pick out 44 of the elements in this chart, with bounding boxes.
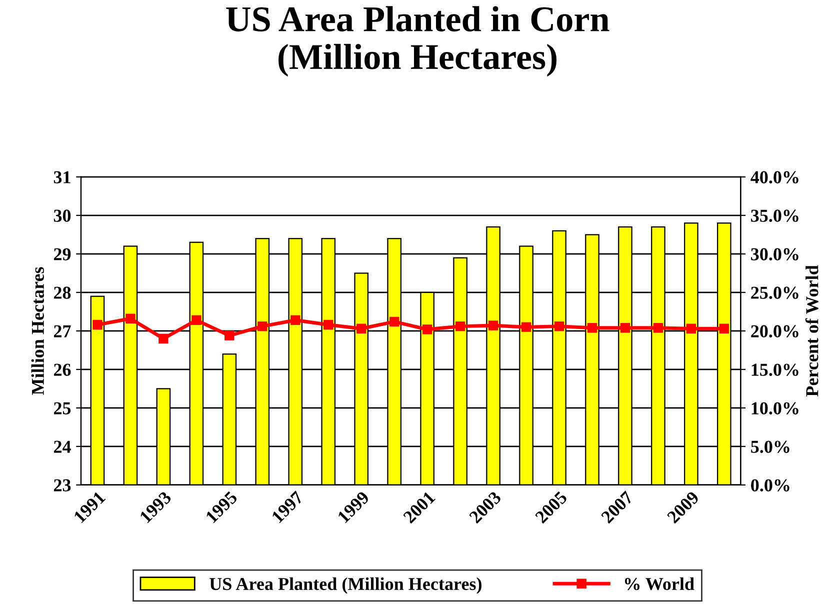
point: [455, 321, 466, 332]
point: [422, 324, 432, 334]
y2-tick-label: 10.0%: [752, 402, 798, 414]
point: [324, 320, 334, 330]
chart-title: US Area Planted in Corn (Million Hectares): [226, 6, 610, 77]
legend-label: US Area Planted (Million Hectares): [210, 577, 482, 594]
point: [587, 322, 598, 333]
y2-axis-title: Percent of World: [805, 265, 818, 396]
point: [126, 314, 136, 324]
y2-tick-label: 35.0%: [751, 210, 798, 222]
legend-label: % World: [624, 577, 694, 590]
y-tick-label: 31: [54, 171, 70, 184]
point: [92, 320, 102, 330]
point: [356, 324, 366, 334]
y2-tick-label: 0.0%: [751, 479, 790, 492]
y-tick-label: 28: [54, 286, 71, 299]
y-tick-label: 30: [54, 210, 71, 222]
point: [389, 316, 400, 327]
point: [290, 315, 300, 326]
y-tick-label: 24: [54, 440, 71, 453]
y2-tick-label: 30.0%: [751, 248, 798, 260]
y2-tick-label: 20.0%: [751, 325, 798, 338]
y-tick-label: 23: [54, 479, 71, 492]
point: [719, 324, 730, 334]
y2-tick-label: 15.0%: [752, 364, 798, 376]
y-tick-label: 26: [54, 364, 71, 376]
point: [158, 334, 168, 344]
y-tick-label: 29: [54, 248, 71, 260]
y2-tick-label: 40.0%: [750, 171, 798, 184]
y-axis-title: Million Hectares: [31, 267, 44, 395]
y-tick-label: 27: [54, 325, 71, 338]
y2-tick-label: 5.0%: [751, 440, 790, 453]
point: [653, 322, 664, 333]
point: [258, 321, 268, 332]
point: [686, 324, 696, 334]
point: [192, 315, 202, 326]
point: [521, 322, 532, 332]
point: [620, 322, 630, 333]
y2-tick-label: 25.0%: [751, 286, 798, 299]
point: [224, 330, 234, 340]
point: [554, 321, 564, 332]
point: [488, 320, 498, 330]
y-tick-label: 25: [54, 402, 71, 414]
x-tick-label: 1991: [73, 490, 106, 524]
